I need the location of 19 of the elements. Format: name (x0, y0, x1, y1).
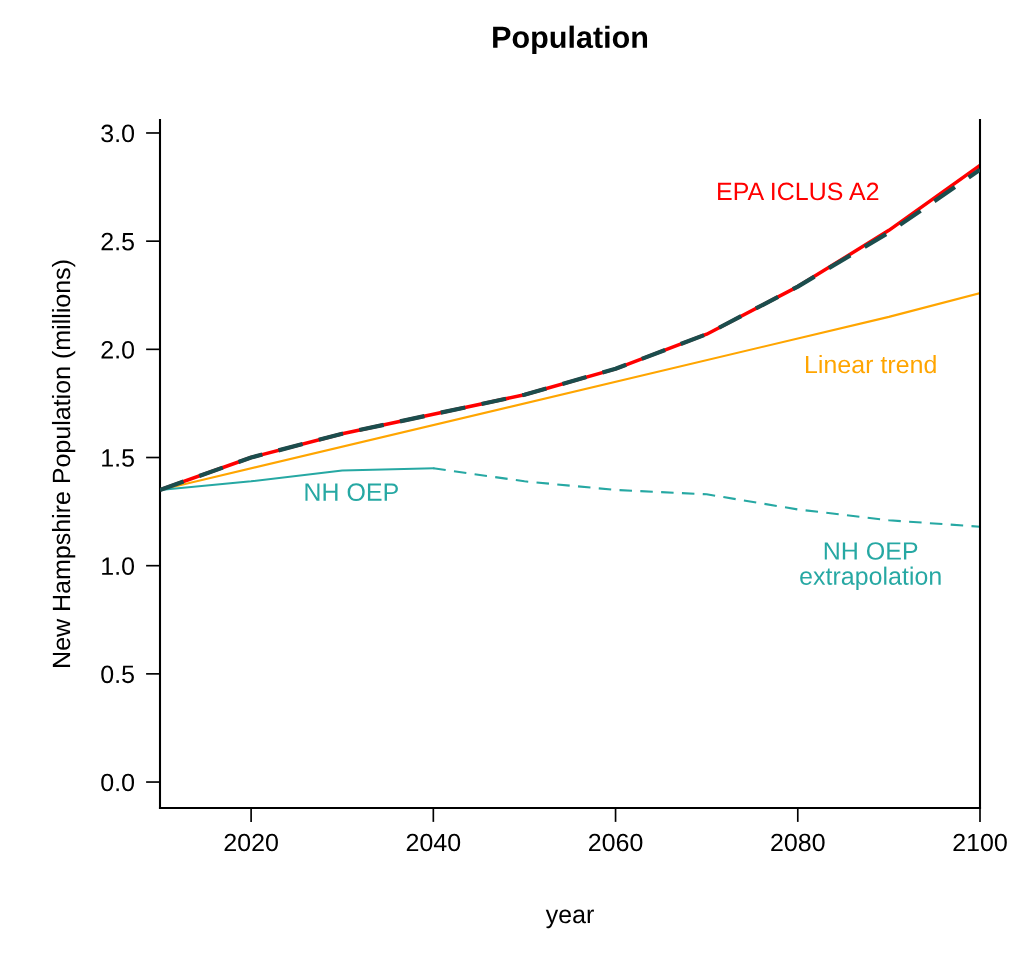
y-tick-label: 1.5 (102, 449, 134, 467)
chart-title: Population (493, 25, 648, 55)
y-axis-title: New Hampshire Population (millions) (51, 260, 76, 667)
x-tick-label: 2040 (406, 833, 461, 852)
y-tick-label: 1.0 (102, 557, 135, 575)
y-tick-label: 2.0 (101, 340, 135, 359)
x-tick-label: 2060 (589, 833, 643, 852)
x-axis-title: year (545, 909, 594, 929)
series-label: NH OEP (305, 483, 398, 501)
y-tick-label: 3.0 (101, 124, 135, 143)
y-tick-label: 0.5 (101, 665, 134, 684)
x-tick-label: 2100 (953, 833, 1007, 852)
x-tick-label: 2020 (224, 833, 278, 852)
y-tick-label: 0.0 (101, 773, 135, 792)
series-label: NH OEP extrapolation (800, 542, 941, 590)
series-label: Linear trend (806, 354, 936, 374)
x-tick-label: 2080 (771, 833, 825, 852)
y-tick-label: 2.5 (101, 232, 134, 251)
series-label: EPA ICLUS A2 (718, 182, 879, 201)
